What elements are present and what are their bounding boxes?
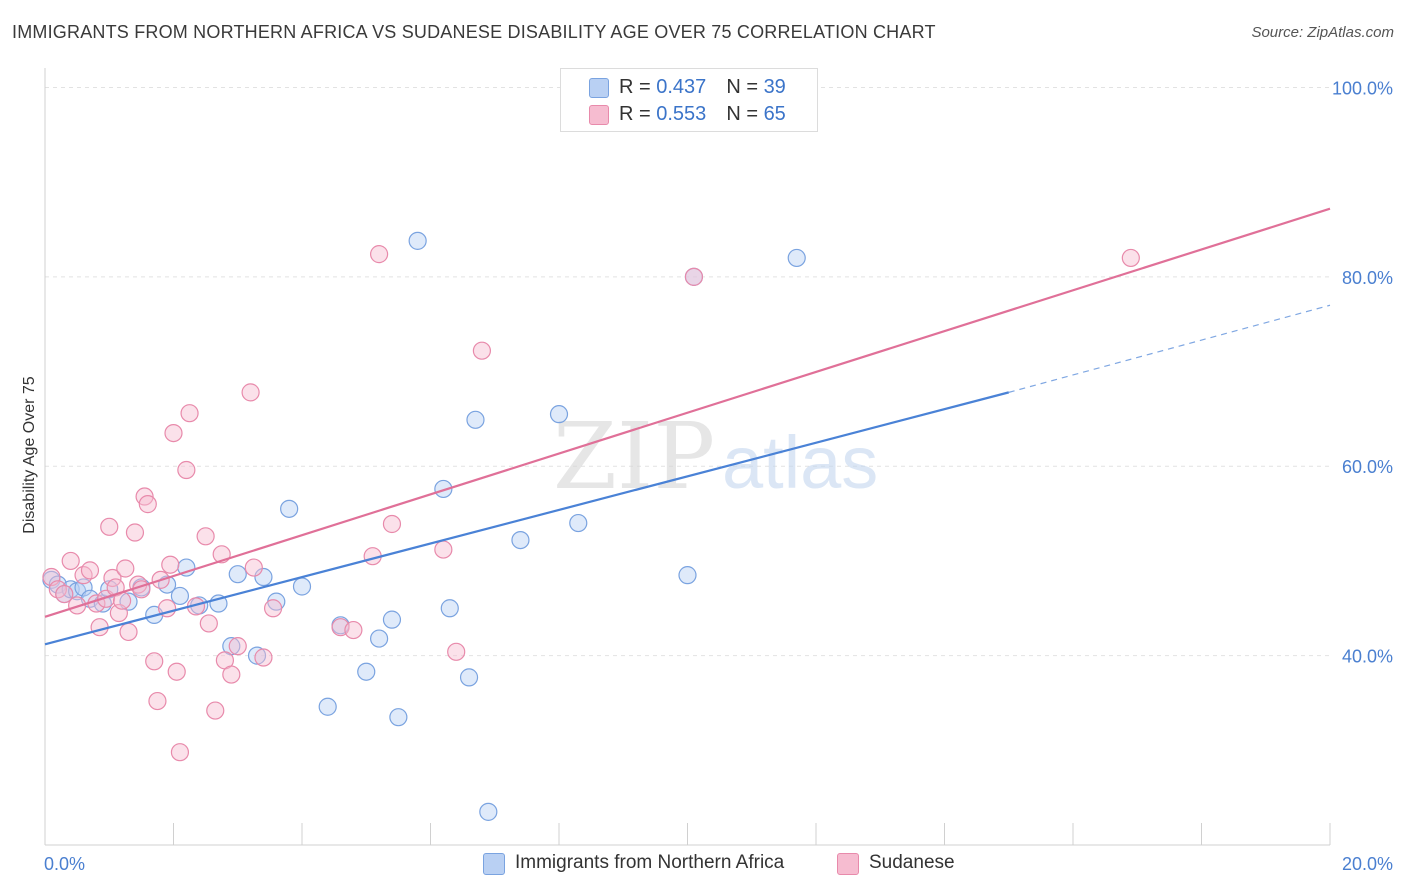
y-axis-title: Disability Age Over 75 [21,376,38,534]
point-sudanese [103,568,122,588]
point-northern-africa [247,646,267,665]
x-tick-label: 0.0% [44,854,85,874]
point-sudanese [68,596,87,615]
point-northern-africa [370,629,389,648]
point-northern-africa [292,577,312,596]
y-tick-label: 40.0% [1342,647,1393,667]
point-sudanese [177,460,196,480]
point-sudanese [1121,248,1140,268]
point-sudanese [370,245,389,264]
legend-n-label: N = [726,76,764,98]
legend-r-value: 0.553 [656,103,707,125]
point-sudanese [684,267,704,286]
point-sudanese [80,561,100,580]
legend-n-value: 39 [763,76,786,98]
bottom-legend-label: Sudanese [869,852,955,873]
legend-swatch-northern-africa [589,78,609,98]
point-sudanese [119,622,138,642]
y-tick-label: 100.0% [1332,78,1393,98]
point-sudanese [125,523,145,542]
point-northern-africa [434,479,453,499]
trend-line-northern-africa [44,391,1010,646]
point-sudanese [164,423,183,443]
watermark-atlas: atlas [722,421,878,504]
y-tick-label: 80.0% [1342,268,1393,288]
point-sudanese [241,383,260,402]
point-sudanese [263,599,283,618]
point-sudanese [145,652,164,671]
point-northern-africa [74,578,93,597]
axes [44,68,1331,846]
x-tick-label: 20.0% [1342,854,1393,874]
point-sudanese [254,648,273,667]
legend-r-label: R = [619,76,657,98]
point-northern-africa [440,599,459,618]
point-sudanese [148,691,167,711]
point-northern-africa [408,231,427,250]
point-sudanese [199,614,218,633]
point-northern-africa [228,565,247,584]
bottom-legend-swatch-sudanese [837,853,859,875]
point-northern-africa [357,662,376,681]
watermark-zip: ZIP [553,403,715,510]
point-northern-africa [100,580,119,599]
point-sudanese [167,662,186,681]
point-northern-africa [466,410,485,429]
point-sudanese [180,404,199,423]
point-sudanese [382,514,402,534]
legend-n-label: N = [726,103,764,125]
point-sudanese [161,555,180,574]
bottom-legend-swatch-northern-africa [483,853,505,875]
point-northern-africa [569,513,588,533]
trend-line-sudanese [44,207,1331,618]
point-sudanese [55,584,74,604]
point-sudanese [138,495,157,514]
point-northern-africa [678,566,697,585]
legend-swatch-sudanese [589,105,609,125]
point-northern-africa [479,802,498,821]
point-sudanese [196,527,215,546]
point-northern-africa [511,530,530,550]
trend-lines [44,207,1331,646]
point-sudanese [61,551,80,571]
legend-r-label: R = [619,103,657,125]
point-sudanese [447,642,466,661]
point-sudanese [170,743,190,762]
point-sudanese [434,540,453,559]
point-northern-africa [389,708,408,727]
point-sudanese [344,620,363,640]
tick-labels: 100.0% 80.0% 60.0% 40.0% 0.0% 20.0% [44,78,1393,874]
series-northern-africa-points [42,231,806,821]
point-sudanese [90,618,109,637]
point-sudanese [206,701,225,720]
watermark: ZIP atlas [553,403,878,510]
point-northern-africa [170,586,190,606]
point-sudanese [228,637,247,656]
y-tick-label: 60.0% [1342,457,1393,477]
point-sudanese [116,559,135,578]
point-sudanese [222,665,241,684]
point-northern-africa [318,697,337,716]
point-northern-africa [549,405,569,424]
chart-title: IMMIGRANTS FROM NORTHERN AFRICA VS SUDAN… [12,22,936,42]
point-sudanese [472,341,491,360]
legend-n-value: 65 [763,103,786,125]
point-sudanese [100,517,119,536]
trend-extension-northern-africa [1008,304,1331,393]
bottom-legend-label: Immigrants from Northern Africa [515,852,785,873]
point-northern-africa [254,567,273,587]
point-sudanese [244,558,263,577]
point-northern-africa [787,248,806,268]
stats-legend: R = 0.437 N = 39 R = 0.553 N = 65 [560,68,818,132]
source-label: Source: ZipAtlas.com [1251,24,1394,41]
point-northern-africa [382,610,402,629]
legend-r-value: 0.437 [656,76,707,98]
point-northern-africa [280,499,299,518]
point-northern-africa [459,668,479,687]
